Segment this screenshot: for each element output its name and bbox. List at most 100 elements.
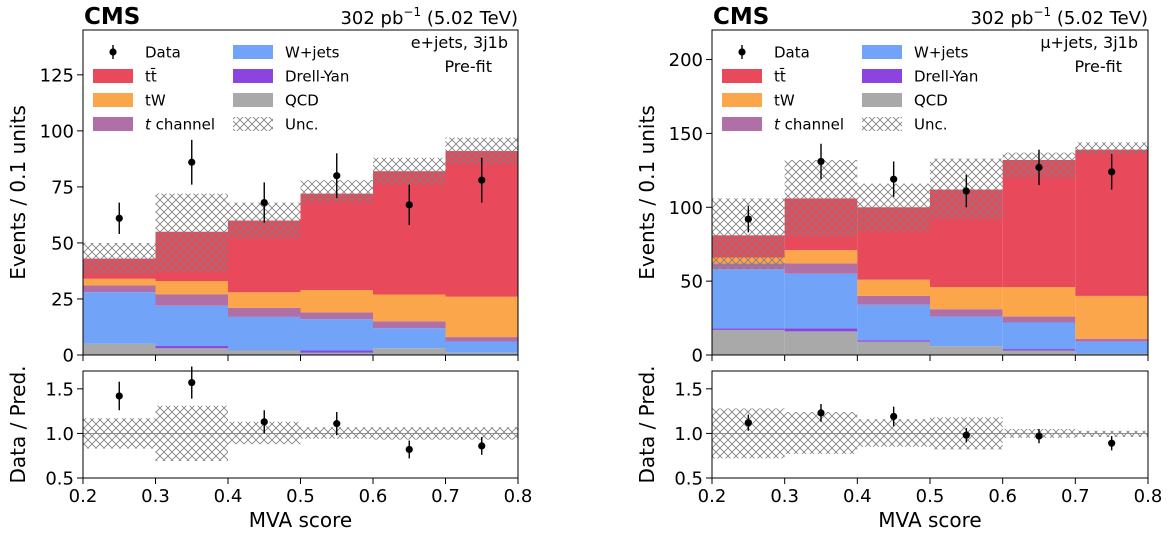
stack-bar-tw-bin-5 <box>373 294 446 322</box>
stack-bar-qcd-bin-6 <box>445 352 518 355</box>
y-tick-label: 75 <box>51 177 74 198</box>
stack-bar-t-channel-bin-1 <box>83 285 156 293</box>
legend-label: tW <box>145 92 166 110</box>
y-tick-label: 150 <box>669 124 703 145</box>
stack-bar-tw-bin-2 <box>784 250 858 264</box>
legend-label: Data <box>145 44 181 62</box>
legend-swatch-tw <box>93 93 133 107</box>
y-tick-label: 125 <box>40 65 74 86</box>
fit-label: Pre-fit <box>444 57 492 76</box>
x-tick-label: 0.2 <box>69 486 98 507</box>
y-tick-label: 200 <box>669 50 703 71</box>
x-tick-label: 0.7 <box>431 486 460 507</box>
legend-label: Data <box>774 44 810 62</box>
ratio-y-axis-label: Data / Pred. <box>6 365 30 483</box>
legend-swatch-tt- <box>722 69 762 83</box>
legend-swatch-drell-yan <box>862 69 902 83</box>
data-point-bin-1 <box>115 214 123 222</box>
stack-bar-qcd-bin-3 <box>857 341 930 355</box>
y-tick-label: 100 <box>40 121 74 142</box>
data-point-bin-3 <box>260 198 268 207</box>
stack-bar-t-channel-bin-4 <box>930 309 1003 317</box>
legend-swatch-drell-yan <box>233 69 273 83</box>
y-tick-label: 50 <box>51 233 74 254</box>
legend: Data tt̄ tW t channel W+jets Drell-Yan QCD Unc. <box>722 44 978 134</box>
x-tick-label: 0.5 <box>286 486 315 507</box>
lumi-label: 302 pb−1 (5.02 TeV) <box>340 5 518 29</box>
stack-bar-w-jets-bin-3 <box>228 316 301 351</box>
stack-bar-w-jets-bin-2 <box>155 305 228 347</box>
x-tick-label: 0.7 <box>1061 486 1090 507</box>
x-tick-label: 0.4 <box>843 486 872 507</box>
legend-data-marker <box>109 48 117 56</box>
stack-bar-tw-bin-3 <box>228 292 301 308</box>
stack-bar-tw-bin-1 <box>83 278 156 286</box>
x-tick-label: 0.4 <box>214 486 243 507</box>
legend-label: Drell-Yan <box>285 68 349 86</box>
legend-label: QCD <box>914 92 948 110</box>
unc-band-bin-6 <box>1075 142 1148 155</box>
fit-label: Pre-fit <box>1074 57 1122 76</box>
legend-unc-swatch <box>233 117 273 131</box>
stack-bar-drell-yan-bin-2 <box>784 328 858 332</box>
ratio-points <box>115 366 486 459</box>
data-point-bin-1 <box>744 215 752 223</box>
stack-bar-t-channel-bin-2 <box>784 263 858 274</box>
x-tick-label: 0.8 <box>504 486 533 507</box>
stack-bar-t-channel-bin-3 <box>857 295 930 305</box>
ratio-point-bin-1 <box>744 419 752 427</box>
channel-label: e+jets, 3j1b <box>411 33 508 52</box>
unc-band-bin-5 <box>373 157 446 185</box>
y-tick-label: 50 <box>680 272 703 293</box>
stack-bar-qcd-bin-5 <box>373 348 446 355</box>
ratio-y-tick-label: 0.5 <box>45 469 74 490</box>
stack-bar-w-jets-bin-6 <box>445 341 518 353</box>
ratio-point-bin-5 <box>405 445 413 454</box>
x-tick-label: 0.5 <box>916 486 945 507</box>
lumi-label: 302 pb−1 (5.02 TeV) <box>970 5 1148 29</box>
legend-swatch-qcd <box>233 93 273 107</box>
ratio-y-tick-label: 0.5 <box>674 469 703 490</box>
x-axis-label: MVA score <box>249 508 352 532</box>
x-tick-label: 0.6 <box>359 486 388 507</box>
ratio-point-bin-1 <box>115 392 123 400</box>
legend-swatch-tt- <box>93 69 133 83</box>
y-tick-label: 100 <box>669 198 703 219</box>
stack-bar-qcd-bin-4 <box>300 352 373 355</box>
stack-bar-t-channel-bin-3 <box>228 307 301 317</box>
x-tick-label: 0.2 <box>698 486 727 507</box>
ratio-point-bin-6 <box>478 442 486 450</box>
x-tick-label: 0.6 <box>988 486 1017 507</box>
stack-bar-t-channel-bin-5 <box>1002 316 1076 323</box>
stack-bar-tw-bin-2 <box>155 281 228 295</box>
stack-bar-w-jets-bin-5 <box>1002 322 1076 350</box>
stack-bar-w-jets-bin-5 <box>373 328 446 349</box>
stack-bar-qcd-bin-4 <box>930 346 1003 355</box>
stack-bar-qcd-bin-3 <box>228 350 301 355</box>
x-axis-label: MVA score <box>878 508 981 532</box>
stack-bar-qcd-bin-2 <box>155 348 228 355</box>
uncertainty-band <box>712 142 1148 270</box>
legend: Data tt̄ tW t channel W+jets Drell-Yan QCD Unc. <box>93 44 349 134</box>
stack-bar-qcd-bin-1 <box>83 343 156 355</box>
ratio-y-tick-label: 1.0 <box>45 424 74 445</box>
ratio-y-tick-label: 1.0 <box>674 424 703 445</box>
x-tick-label: 0.3 <box>141 486 170 507</box>
stack-bar-drell-yan-bin-5 <box>1002 349 1076 351</box>
ratio-point-bin-2 <box>817 409 825 417</box>
stack-bar-drell-yan-bin-1 <box>712 328 785 330</box>
legend-label: Unc. <box>914 116 948 134</box>
stack-bar-w-jets-bin-1 <box>83 292 156 344</box>
ratio-point-bin-3 <box>890 412 898 421</box>
stack-bar-drell-yan-bin-2 <box>155 346 228 349</box>
stack-bar-qcd-bin-2 <box>784 331 858 355</box>
legend-data-marker <box>738 48 746 56</box>
legend-label: t channel <box>774 116 844 134</box>
stack-bar-drell-yan-bin-3 <box>857 340 930 342</box>
ratio-point-bin-4 <box>333 420 341 428</box>
legend-swatch-w-jets <box>862 45 902 59</box>
legend-swatch-w-jets <box>233 45 273 59</box>
x-tick-label: 0.8 <box>1134 486 1163 507</box>
stack-bar-t-channel-bin-4 <box>300 312 373 320</box>
data-point-bin-4 <box>333 172 341 180</box>
